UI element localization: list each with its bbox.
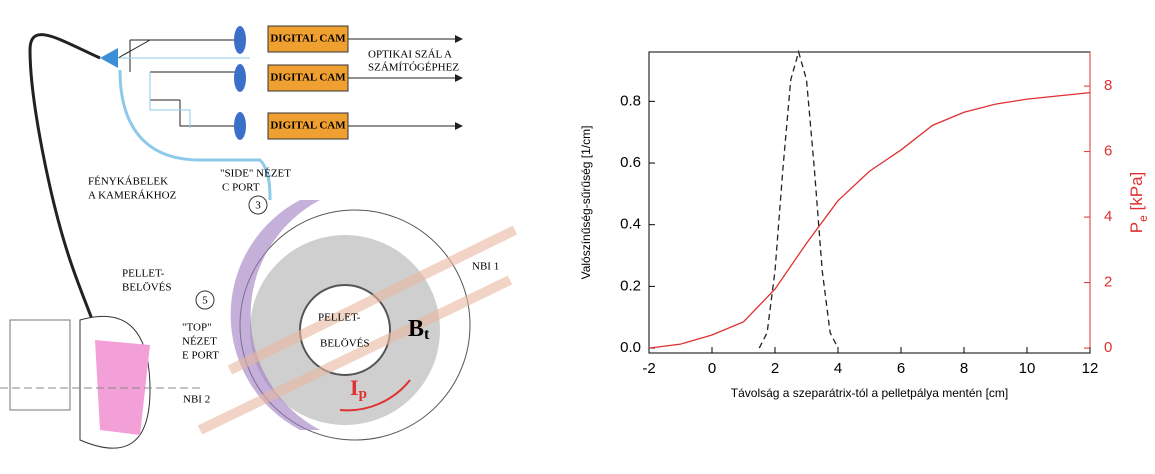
label: NBI 2 (183, 394, 210, 406)
series-line (759, 52, 838, 348)
x-tick-label: 2 (771, 360, 779, 377)
label: PELLET- (318, 312, 361, 324)
label: E PORT (182, 350, 219, 362)
x-tick-label: 12 (1082, 360, 1099, 377)
bt-sub: t (424, 326, 430, 343)
label: PELLET- (122, 268, 165, 280)
label: C PORT (222, 182, 260, 194)
cam-label: DIGITAL CAM (270, 120, 346, 132)
x-axis-label: Távolság a szeparátrix-tól a pelletpálya… (731, 386, 1008, 400)
label: OPTIKAI SZÁL A (368, 49, 452, 61)
label: NBI 1 (472, 261, 499, 273)
y2-tick-label: 6 (1104, 143, 1112, 160)
y-tick-label: 0.4 (620, 216, 641, 233)
x-tick-label: 8 (960, 360, 968, 377)
y2-tick-label: 2 (1104, 274, 1112, 291)
y-axis-label: Valószínűség-sűrűség [1/cm] (579, 126, 593, 280)
label: NÉZET (182, 336, 217, 348)
bt-main: B (408, 316, 424, 342)
y-tick-label: 0.2 (620, 277, 641, 294)
lens (234, 112, 246, 140)
y2-tick-label: 4 (1104, 208, 1112, 225)
ip-main: I (350, 375, 359, 400)
page: DIGITAL CAM DIGITAL CAM DIGITAL CAM OPTIKAI… (0, 0, 1155, 474)
cam-label: DIGITAL CAM (270, 33, 346, 45)
ip-sub: p (359, 386, 367, 402)
label: BELÖVÉS (320, 338, 370, 350)
y2-label-main: P (1127, 222, 1146, 233)
label: FÉNYKÁBELEK (88, 176, 168, 188)
y2-axis-label: Pe [kPa] (1127, 172, 1150, 234)
plot-frame (649, 52, 1090, 353)
prism (100, 48, 118, 68)
x-tick-label: -2 (642, 360, 655, 377)
diagram: DIGITAL CAM DIGITAL CAM DIGITAL CAM OPTIKAI… (0, 26, 515, 448)
beams-blue (118, 58, 250, 128)
label: 3 (255, 200, 261, 212)
label: "TOP" (182, 322, 212, 334)
lens (234, 26, 246, 54)
chart: -2 0 2 4 6 8 10 12 0.0 0.2 0.4 0.6 0.8 0 2 4 6 8 Távolság … (579, 52, 1150, 400)
x-tick-label: 6 (897, 360, 905, 377)
lens (234, 64, 246, 92)
arrowheads (455, 35, 463, 130)
label: A KAMERÁKHOZ (88, 190, 177, 202)
y2-tick-label: 0 (1104, 339, 1112, 356)
x-tick-label: 0 (708, 360, 716, 377)
beam (118, 40, 150, 58)
label: BELÖVÉS (122, 282, 172, 294)
y2-tick-label: 8 (1104, 77, 1112, 94)
label: "SIDE" NÉZET (220, 168, 291, 180)
coil (10, 320, 70, 410)
beams (130, 40, 240, 126)
y2-label-unit: [kPa] (1127, 172, 1146, 215)
series-line (649, 93, 1090, 348)
y-tick-label: 0.6 (620, 154, 641, 171)
y-tick-label: 0.8 (620, 92, 641, 109)
label: SZÁMÍTÓGÉPHEZ (368, 62, 459, 74)
cam-label: DIGITAL CAM (270, 72, 346, 84)
x-tick-label: 10 (1019, 360, 1036, 377)
x-tick-label: 4 (834, 360, 842, 377)
label: 5 (202, 295, 208, 307)
y-tick-label: 0.0 (620, 339, 641, 356)
